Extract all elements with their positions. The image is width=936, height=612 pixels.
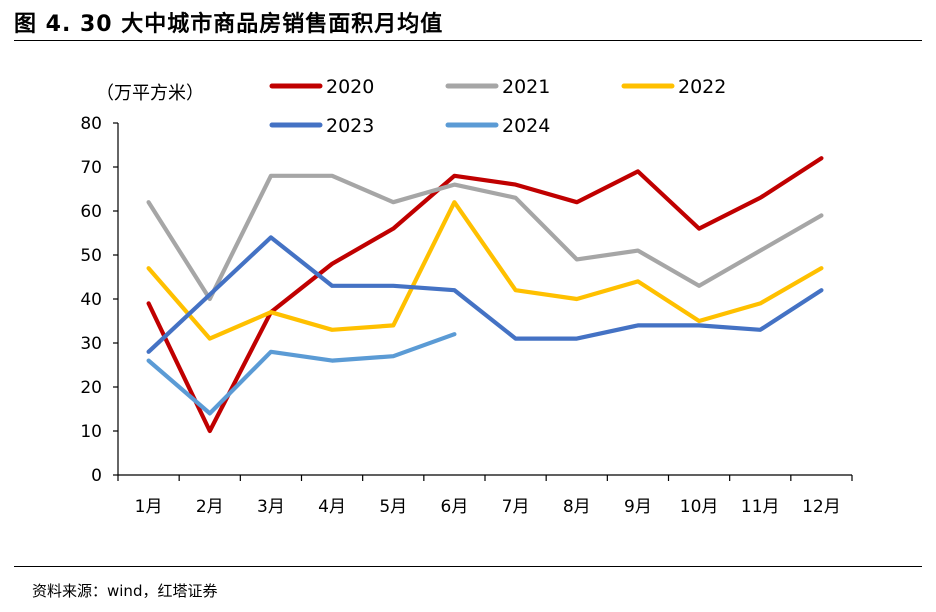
title-rule [14,40,922,41]
x-tick-label: 8月 [563,497,591,517]
series-line-2024 [146,332,457,416]
x-tick-label: 6月 [441,497,469,517]
y-tick-label: 20 [80,378,102,398]
chart-axes: 0 10 20 30 40 50 60 70 80 1月 2月 3月 4月 5月 6月 7月 8月 9月 10月 11… [80,114,853,517]
x-tick-label: 10月 [680,497,719,517]
source-rule [14,566,922,567]
legend-label-2023: 2023 [326,115,374,137]
y-tick-label: 60 [80,202,102,222]
x-tick-label: 12月 [802,497,841,517]
y-tick-label: 50 [80,246,102,266]
source-note: 资料来源：wind，红塔证券 [32,582,218,600]
series-line-2021 [146,173,824,302]
legend-label-2024: 2024 [502,115,550,137]
chart-series-lines [146,156,824,434]
x-tick-label: 7月 [502,497,530,517]
series-line-2022 [146,200,824,341]
y-tick-label: 40 [80,290,102,310]
y-tick-label: 10 [80,422,102,442]
y-tick-label: 0 [91,466,102,486]
figure-title: 图 4. 30 大中城市商品房销售面积月均值 [14,12,444,37]
x-tick-label: 3月 [257,497,285,517]
y-tick-label: 80 [80,114,102,134]
series-line-2020 [146,156,824,434]
y-tick-label: 70 [80,158,102,178]
series-line-2023 [146,235,824,354]
x-tick-label: 2月 [196,497,224,517]
legend-label-2022: 2022 [678,76,726,98]
y-axis-unit-label: （万平方米） [96,83,204,104]
y-tick-label: 30 [80,334,102,354]
chart-legend: 2020 2021 2022 2023 2024 [269,76,726,137]
x-tick-label: 4月 [318,497,346,517]
legend-label-2020: 2020 [326,76,374,98]
legend-label-2021: 2021 [502,76,550,98]
x-tick-label: 11月 [741,497,780,517]
x-tick-label: 9月 [624,497,652,517]
x-tick-label: 1月 [135,497,163,517]
x-tick-label: 5月 [379,497,407,517]
